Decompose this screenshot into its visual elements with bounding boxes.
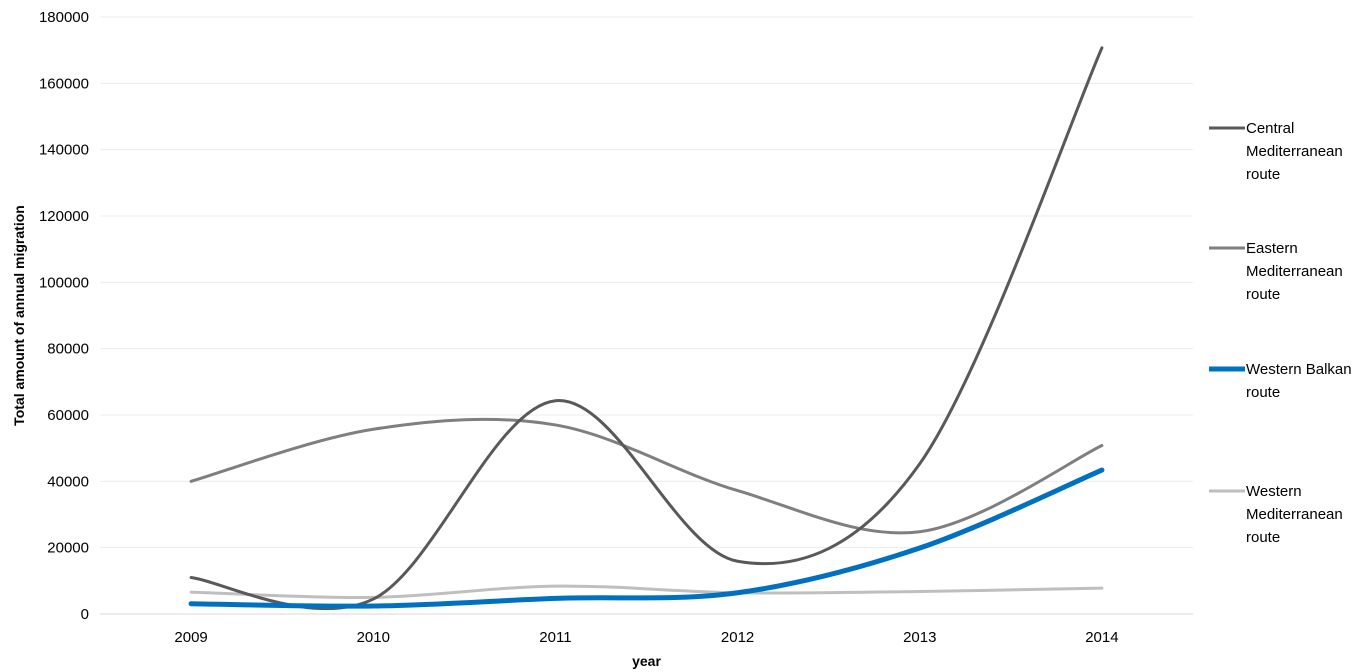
legend-label: Western xyxy=(1246,483,1302,500)
y-tick-label: 180000 xyxy=(39,9,89,26)
y-tick-label: 20000 xyxy=(47,540,89,557)
y-tick-label: 60000 xyxy=(47,407,89,424)
x-tick-label: 2009 xyxy=(174,629,207,646)
series-line-western-mediterranean-route xyxy=(189,584,1104,600)
y-tick-label: 100000 xyxy=(39,274,89,291)
y-tick-label: 40000 xyxy=(47,473,89,490)
legend-label: route xyxy=(1246,286,1280,303)
x-tick-label: 2014 xyxy=(1085,629,1118,646)
series-line-eastern-mediterranean-route xyxy=(189,417,1104,535)
x-axis-ticks: 2009 2010 2011 2012 2013 2014 xyxy=(174,629,1118,646)
legend-label: Western Balkan xyxy=(1246,361,1352,378)
y-tick-label: 120000 xyxy=(39,208,89,225)
gridlines xyxy=(100,16,1193,549)
y-tick-label: 80000 xyxy=(47,341,89,358)
legend-label: Mediterranean xyxy=(1246,143,1343,160)
legend-label: route xyxy=(1246,529,1280,546)
x-tick-label: 2011 xyxy=(539,629,571,646)
x-tick-label: 2013 xyxy=(903,629,936,646)
x-tick-label: 2010 xyxy=(357,629,390,646)
y-axis-title: Total amount of annual migration xyxy=(11,205,27,426)
legend-label: Mediterranean xyxy=(1246,506,1343,523)
legend-label: Eastern xyxy=(1246,240,1298,257)
legend-label: Mediterranean xyxy=(1246,263,1343,280)
y-tick-label: 160000 xyxy=(39,75,89,92)
series-line-central-mediterranean-route xyxy=(189,46,1104,611)
legend-label: Central xyxy=(1246,120,1294,137)
x-axis-title: year xyxy=(632,653,661,669)
legend-label: route xyxy=(1246,384,1280,401)
legend: Central Mediterranean route Eastern Mediterr… xyxy=(1209,120,1352,546)
x-tick-label: 2012 xyxy=(721,629,754,646)
y-tick-label: 0 xyxy=(81,606,89,623)
series-line-western-balkan-route xyxy=(188,467,1105,609)
legend-label: route xyxy=(1246,166,1280,183)
y-axis-ticks: 0 20000 40000 60000 80000 100000 120000 140000 1… xyxy=(39,9,89,623)
y-tick-label: 140000 xyxy=(39,142,89,159)
series-lines xyxy=(188,46,1105,611)
